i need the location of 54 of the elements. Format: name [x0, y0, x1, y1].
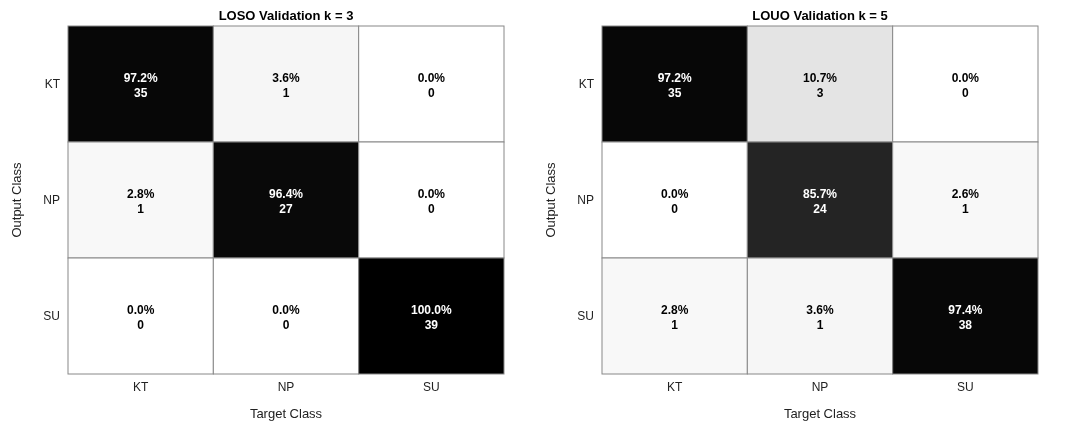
data-label: 3.6% [272, 71, 300, 85]
x-axis-title: Target Class [249, 406, 323, 421]
data-label: 85.7% [802, 187, 838, 201]
data-label: 2.8% [126, 187, 155, 201]
annotation: 38 [958, 318, 973, 332]
annotation: 0 [427, 86, 435, 100]
data-label: 97.2% [657, 71, 693, 85]
annotation: 1 [961, 202, 969, 216]
y-tick-label: KT [44, 77, 61, 92]
annotation: 24 [813, 202, 827, 216]
annotation: 27 [279, 202, 293, 216]
x-tick-label: KT [666, 379, 683, 394]
annotation: 1 [816, 318, 824, 332]
chart-title: LOSO Validation k = 3 [217, 8, 355, 23]
y-tick-label: SU [43, 309, 60, 324]
annotation: 39 [424, 318, 439, 332]
y-axis-title: Output Class [8, 161, 24, 238]
chart-title: LOUO Validation k = 5 [751, 8, 889, 23]
annotation: 1 [282, 86, 290, 100]
annotation: 1 [671, 318, 679, 332]
y-tick-label: KT [578, 77, 595, 92]
data-label: 2.8% [660, 303, 689, 317]
data-label: 96.4% [268, 187, 304, 201]
x-tick-label: NP [811, 379, 829, 394]
y-tick-label: NP [43, 193, 60, 208]
y-tick-label: NP [577, 193, 594, 208]
annotation: 35 [133, 86, 148, 100]
data-label: 97.4% [948, 303, 983, 317]
data-label: 0.0% [272, 303, 300, 317]
x-axis-title: Target Class [783, 406, 857, 421]
x-tick-label: NP [277, 379, 295, 394]
annotation: 0 [671, 202, 679, 216]
annotation: 0 [427, 202, 435, 216]
x-tick-label: SU [957, 379, 974, 394]
x-tick-label: SU [423, 379, 440, 394]
annotation: 0 [137, 318, 145, 332]
y-tick-label: SU [577, 309, 594, 324]
data-label: 0.0% [417, 187, 446, 201]
data-label: 0.0% [951, 71, 980, 85]
data-label: 3.6% [806, 303, 834, 317]
data-label: 0.0% [660, 187, 689, 201]
annotation: 3 [816, 86, 824, 100]
data-label: 97.2% [123, 71, 159, 85]
data-label: 0.0% [126, 303, 155, 317]
x-tick-label: KT [132, 379, 149, 394]
data-label: 10.7% [802, 71, 838, 85]
annotation: 0 [282, 318, 290, 332]
y-axis-title: Output Class [542, 161, 558, 238]
annotation: 0 [961, 86, 969, 100]
annotation: 1 [137, 202, 145, 216]
annotation: 35 [667, 86, 682, 100]
data-label: 2.6% [951, 187, 980, 201]
data-label: 100.0% [410, 303, 453, 317]
data-label: 0.0% [417, 71, 446, 85]
